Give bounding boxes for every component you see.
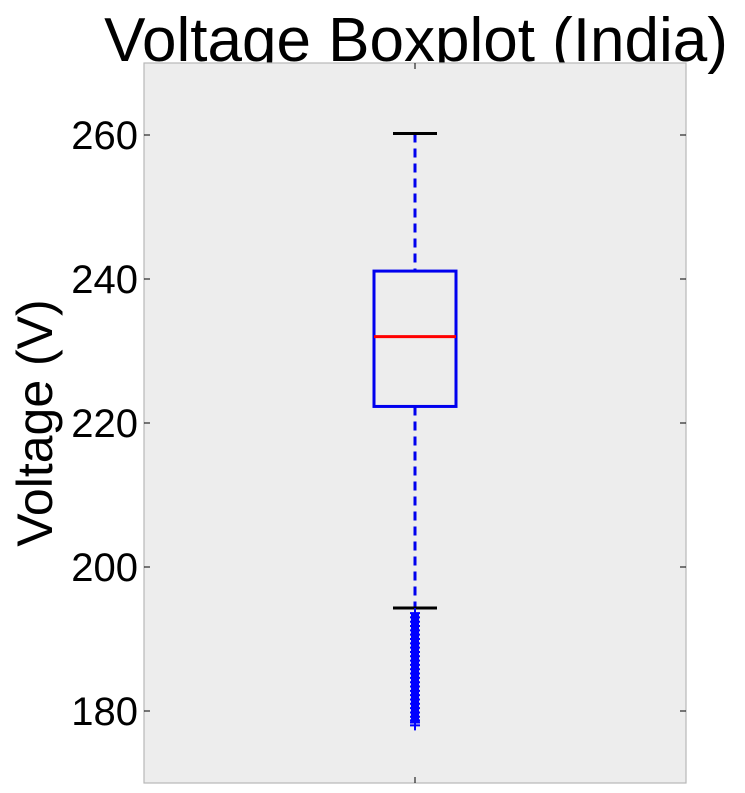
y-tick-label: 200 [71, 546, 138, 590]
box-iqr [372, 269, 458, 408]
y-tick-label: 260 [71, 114, 138, 158]
y-tick-label: 180 [71, 690, 138, 734]
y-axis: 180 200 220 240 260 [71, 114, 686, 734]
box-plot-series [372, 132, 458, 731]
outlier-band [411, 613, 419, 723]
y-tick-label: 240 [71, 258, 138, 302]
outliers [410, 608, 420, 731]
y-tick-label: 220 [71, 402, 138, 446]
y-axis-label: Voltage (V) [7, 299, 63, 546]
